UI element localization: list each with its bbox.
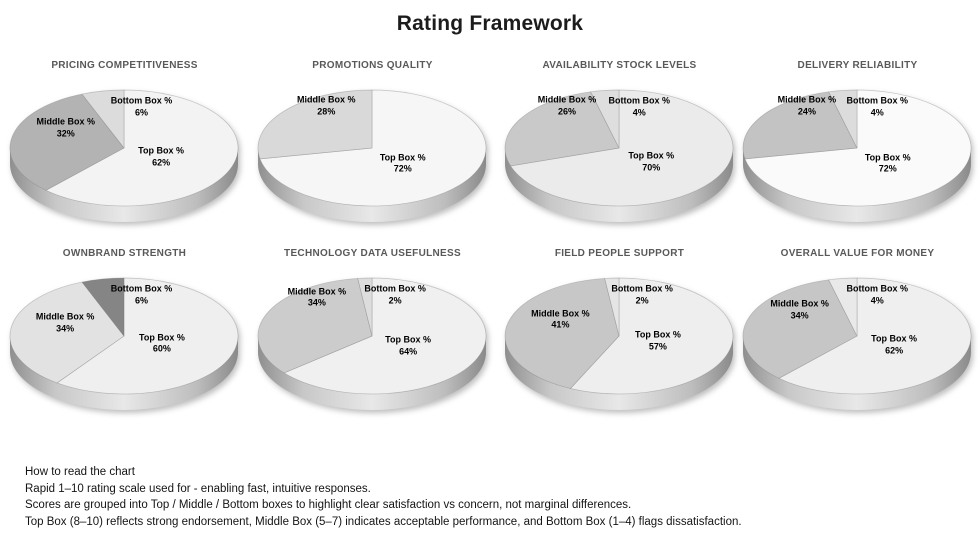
pie-slice [357,277,373,337]
chart-title: OVERALL VALUE FOR MONEY [780,248,935,259]
pie-slice [81,277,125,337]
pie-slice [604,277,620,337]
pie-slice [56,277,239,395]
pie-side [258,336,486,410]
pie-3d-graphic [504,89,734,222]
footnote-line: Scores are grouped into Top / Middle / B… [25,499,632,511]
pie-3d-graphic [257,89,487,222]
pie-chart-technology-data-usefulness: TECHNOLOGY DATA USEFULNESS Top Box % 64% M… [250,246,495,434]
pie-chart-overall-value-for-money: OVERALL VALUE FOR MONEY Top Box % 62% Midd… [735,246,980,434]
footnote: How to read the chart Rapid 1–10 rating … [25,464,765,530]
pie-chart-availability-stock-levels: AVAILABILITY STOCK LEVELS Top Box % 70% Mi… [497,58,742,246]
pie-3d-graphic [257,277,487,410]
pie-3d-graphic [742,89,972,222]
pie-slice [744,89,972,207]
pie-slice [828,277,858,337]
pie-slice [504,91,620,167]
pie-slice [504,278,620,389]
footnote-line: How to read the chart [25,466,135,478]
pie-slice [283,277,487,395]
chart-title: PROMOTIONS QUALITY [312,60,433,71]
pie-chart-delivery-reliability: DELIVERY RELIABILITY Top Box % 72% Middle … [735,58,980,246]
pie-slice [590,89,620,149]
pie-chart-promotions-quality: PROMOTIONS QUALITY Top Box % 72% Middle Bo… [250,58,495,246]
pie-chart-field-people-support: FIELD PEOPLE SUPPORT Top Box % 57% Middle … [497,246,742,434]
pie-graphic: Top Box % 62% Middle Box % 34% Bottom Box % 4… [735,264,979,428]
pie-slice [828,89,858,149]
pie-chart-pricing-competitiveness: PRICING COMPETITIVENESS Top Box % 62% Midd… [2,58,247,246]
pie-side [505,336,733,410]
pie-graphic: Top Box % 57% Middle Box % 41% Bottom Box % 2… [497,264,741,428]
pie-3d-graphic [742,277,972,410]
pie-side [10,148,238,222]
pie-slice [259,89,487,207]
chart-title: FIELD PEOPLE SUPPORT [554,248,685,259]
pie-slice [778,277,972,395]
pie-3d-graphic [9,277,239,410]
pie-graphic: Top Box % 62% Middle Box % 32% Bottom Box % 6… [2,76,246,240]
chart-title: PRICING COMPETITIVENESS [51,60,198,71]
pie-graphic: Top Box % 72% Middle Box % 28% [250,76,494,240]
pie-graphic: Top Box % 64% Middle Box % 34% Bottom Box % 2… [250,264,494,428]
chart-title: TECHNOLOGY DATA USEFULNESS [284,248,461,259]
pie-graphic: Top Box % 70% Middle Box % 26% Bottom Box % 4… [497,76,741,240]
pie-side [505,148,733,222]
pie-side [10,336,238,410]
pie-chart-ownbrand-strength: OWNBRAND STRENGTH Top Box % 60% Middle Box… [2,246,247,434]
pie-slice [9,281,125,384]
pie-side [743,148,971,222]
pie-3d-graphic [9,89,239,222]
pie-graphic: Top Box % 72% Middle Box % 24% Bottom Box % 4… [735,76,979,240]
pie-slice [45,89,239,207]
pie-slice [9,93,125,191]
pie-graphic: Top Box % 60% Middle Box % 34% Bottom Box % 6… [2,264,246,428]
pie-side [743,336,971,410]
footnote-line: Top Box (8–10) reflects strong endorseme… [25,515,742,528]
page-title: Rating Framework [396,12,584,35]
footnote-line: Rapid 1–10 rating scale used for - enabl… [25,482,371,495]
pie-slice [510,89,734,207]
chart-title: AVAILABILITY STOCK LEVELS [542,60,697,71]
pie-slice [81,89,125,149]
pie-slice [742,91,858,160]
pie-slice [257,89,373,160]
pie-side [258,148,486,222]
pie-slice [742,279,858,379]
pie-3d-graphic [504,277,734,410]
pie-slice [570,277,734,395]
pie-slice [257,278,373,374]
chart-title: OWNBRAND STRENGTH [62,248,187,259]
chart-title: DELIVERY RELIABILITY [797,60,918,71]
